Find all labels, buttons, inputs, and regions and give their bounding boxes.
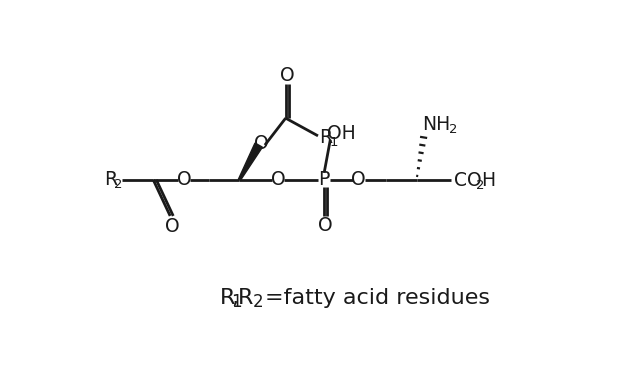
Text: O: O bbox=[177, 170, 191, 189]
Text: R: R bbox=[220, 288, 236, 308]
Text: R: R bbox=[319, 128, 332, 147]
Text: 1: 1 bbox=[231, 293, 242, 311]
Text: 2: 2 bbox=[115, 178, 123, 191]
Text: NH: NH bbox=[422, 115, 451, 134]
Text: 2: 2 bbox=[476, 178, 484, 192]
Polygon shape bbox=[239, 143, 262, 180]
Text: R: R bbox=[104, 170, 117, 189]
Text: CO: CO bbox=[454, 171, 482, 190]
Text: O: O bbox=[253, 134, 268, 153]
Text: =fatty acid residues: =fatty acid residues bbox=[265, 288, 490, 308]
Text: OH: OH bbox=[326, 124, 355, 143]
Text: P: P bbox=[319, 170, 330, 189]
Text: 2: 2 bbox=[253, 293, 263, 311]
Text: H: H bbox=[481, 171, 495, 190]
Text: 2: 2 bbox=[449, 123, 458, 136]
Text: O: O bbox=[351, 170, 366, 189]
Text: O: O bbox=[318, 216, 333, 235]
Text: O: O bbox=[280, 66, 294, 85]
Text: O: O bbox=[271, 170, 285, 189]
Text: O: O bbox=[165, 217, 180, 236]
Text: ,R: ,R bbox=[231, 288, 253, 308]
Text: 1: 1 bbox=[329, 136, 338, 149]
